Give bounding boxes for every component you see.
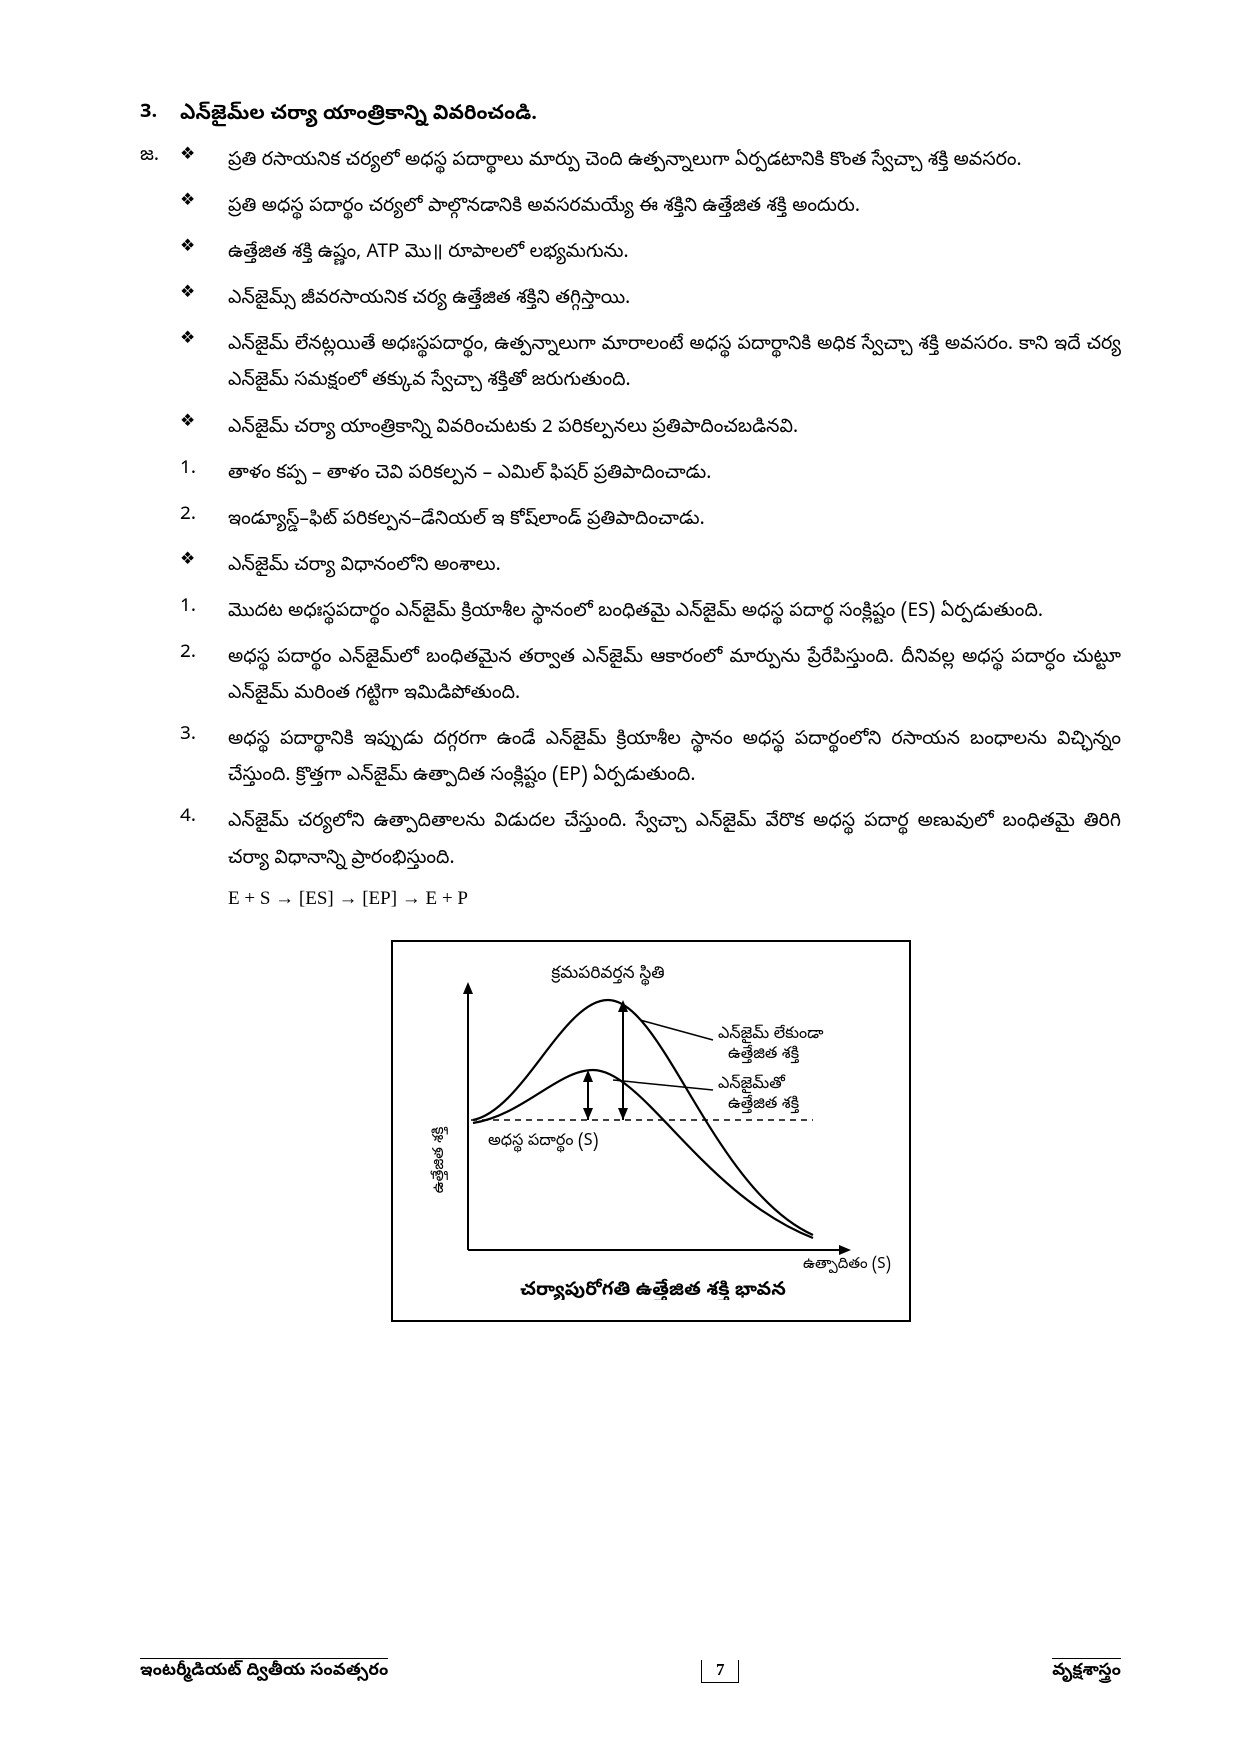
label-no-enzyme-2: ఉత్తేజిత శక్తి (728, 1044, 799, 1066)
diamond-bullet-icon: ❖ (180, 411, 228, 435)
label-with-enzyme-2: ఉత్తేజిత శక్తి (728, 1094, 799, 1116)
page-footer: ఇంటర్మీడియట్ ద్వితీయ సంవత్సరం 7 వృక్షశాస… (140, 1658, 1121, 1684)
mechanism-intro: ఎన్‌జైమ్ చర్యా విధానంలోని అంశాలు. (228, 549, 1121, 585)
diamond-bullet-icon: ❖ (180, 549, 228, 573)
footer-center: 7 (701, 1660, 740, 1683)
diamond-bullet-icon: ❖ (180, 328, 228, 352)
number-marker: 1. (180, 595, 228, 621)
bullet-item: ❖ ప్రతి అధస్థ పదార్థం చర్యలో పాల్గొనడాని… (180, 190, 1121, 226)
diamond-bullet-icon: ❖ (180, 236, 228, 260)
number-marker: 4. (180, 805, 228, 831)
question-row: 3. ఎన్‌జైమ్‌ల చర్యా యాంత్రికాన్ని వివరిం… (140, 100, 1121, 132)
mechanism-step: 2. అధస్థ పదార్థం ఎన్‌జైమ్‌లో బంధితమైన తర… (180, 641, 1121, 713)
label-substrate: అధస్థ పదార్థం (S) (488, 1131, 598, 1153)
step-text: ఎన్‌జైమ్ చర్యలోని ఉత్పాదితాలను విడుదల చే… (228, 805, 1121, 877)
hypothesis-text: ఇండ్యూస్డ్–ఫిట్ పరికల్పన–డేనియల్ ఇ కోష్‌… (228, 503, 1121, 539)
step-text: అధస్థ పదార్థానికి ఇప్పుడు దగ్గరగా ఉండే ఎ… (228, 723, 1121, 795)
page-number: 7 (701, 1660, 740, 1683)
bullet-item: ❖ ఎన్‌జైమ్స్ జీవరసాయనిక చర్య ఉత్తేజిత శక… (180, 282, 1121, 318)
number-marker: 3. (180, 723, 228, 749)
hypothesis-item: 2. ఇండ్యూస్డ్–ఫిట్ పరికల్పన–డేనియల్ ఇ కో… (180, 503, 1121, 539)
bullet-text: ఉత్తేజిత శక్తి ఉష్ణం, ATP మొ॥ రూపాలలో లభ… (228, 236, 1121, 272)
bullet-text: ప్రతి అధస్థ పదార్థం చర్యలో పాల్గొనడానికి… (228, 190, 1121, 226)
hypothesis-item: 1. తాళం కప్ప – తాళం చెవి పరికల్పన – ఎమిల… (180, 457, 1121, 493)
chart-svg: క్రమపరివర్తన స్థితి (413, 960, 893, 1300)
number-marker: 2. (180, 641, 228, 667)
mechanism-step: 3. అధస్థ పదార్థానికి ఇప్పుడు దగ్గరగా ఉండ… (180, 723, 1121, 795)
diamond-bullet-icon: ❖ (180, 282, 228, 306)
bullet-text: ప్రతి రసాయనిక చర్యలో అధస్థ పదార్థాలు మార… (228, 144, 1121, 180)
mechanism-step: 1. మొదట అధఃస్థపదార్థం ఎన్‌జైమ్ క్రియాశీల… (180, 595, 1121, 631)
hypothesis-text: తాళం కప్ప – తాళం చెవి పరికల్పన – ఎమిల్ ఫ… (228, 457, 1121, 493)
chart-caption: చర్యాపురోగతి ఉత్తేజిత శక్తి భావన (520, 1278, 786, 1300)
bullet-item: ❖ ఎన్‌జైమ్ చర్యా విధానంలోని అంశాలు. (180, 549, 1121, 585)
reaction-equation: E + S → [ES] → [EP] → E + P (228, 888, 1121, 910)
bullet-text: ఎన్‌జైమ్స్ జీవరసాయనిక చర్య ఉత్తేజిత శక్త… (228, 282, 1121, 318)
step-text: మొదట అధఃస్థపదార్థం ఎన్‌జైమ్ క్రియాశీల స్… (228, 595, 1121, 631)
bullet-item: ❖ ఎన్‌జైమ్ లేనట్లయితే అధఃస్థపదార్థం, ఉత్… (180, 328, 1121, 400)
chart-title-top: క్రమపరివర్తన స్థితి (551, 964, 664, 987)
question-number: 3. (140, 100, 180, 127)
number-marker: 2. (180, 503, 228, 529)
diamond-bullet-icon: ❖ (180, 144, 228, 168)
diamond-bullet-icon: ❖ (180, 190, 228, 214)
label-no-enzyme-1: ఎన్‌జైమ్ లేకుండా (718, 1024, 824, 1046)
label-with-enzyme-1: ఎన్‌జైమ్‌తో (718, 1074, 786, 1096)
footer-right: వృక్షశాస్త్రం (1052, 1658, 1121, 1684)
question-text: ఎన్‌జైమ్‌ల చర్యా యాంత్రికాన్ని వివరించండ… (180, 100, 537, 132)
mechanism-step: 4. ఎన్‌జైమ్ చర్యలోని ఉత్పాదితాలను విడుదల… (180, 805, 1121, 877)
bullet-text: ఎన్‌జైమ్ లేనట్లయితే అధఃస్థపదార్థం, ఉత్పన… (228, 328, 1121, 400)
bullet-item: ❖ ప్రతి రసాయనిక చర్యలో అధస్థ పదార్థాలు మ… (180, 144, 1121, 180)
bullet-text: ఎన్‌జైమ్ చర్యా యాంత్రికాన్ని వివరించుటకు… (228, 411, 1121, 447)
activation-energy-chart: క్రమపరివర్తన స్థితి (391, 940, 911, 1322)
answer-block: జ. ❖ ప్రతి రసాయనిక చర్యలో అధస్థ పదార్థాల… (180, 144, 1121, 1322)
x-axis-label: ఉత్పాదితం (S) (803, 1256, 891, 1276)
bullet-item: ❖ ఎన్‌జైమ్ చర్యా యాంత్రికాన్ని వివరించుట… (180, 411, 1121, 447)
footer-left: ఇంటర్మీడియట్ ద్వితీయ సంవత్సరం (140, 1658, 388, 1684)
bullet-item: ❖ ఉత్తేజిత శక్తి ఉష్ణం, ATP మొ॥ రూపాలలో … (180, 236, 1121, 272)
step-text: అధస్థ పదార్థం ఎన్‌జైమ్‌లో బంధితమైన తర్వా… (228, 641, 1121, 713)
y-axis-label: ఉత్తేజిత శక్తి (430, 1126, 451, 1193)
answer-label: జ. (140, 144, 180, 170)
number-marker: 1. (180, 457, 228, 483)
